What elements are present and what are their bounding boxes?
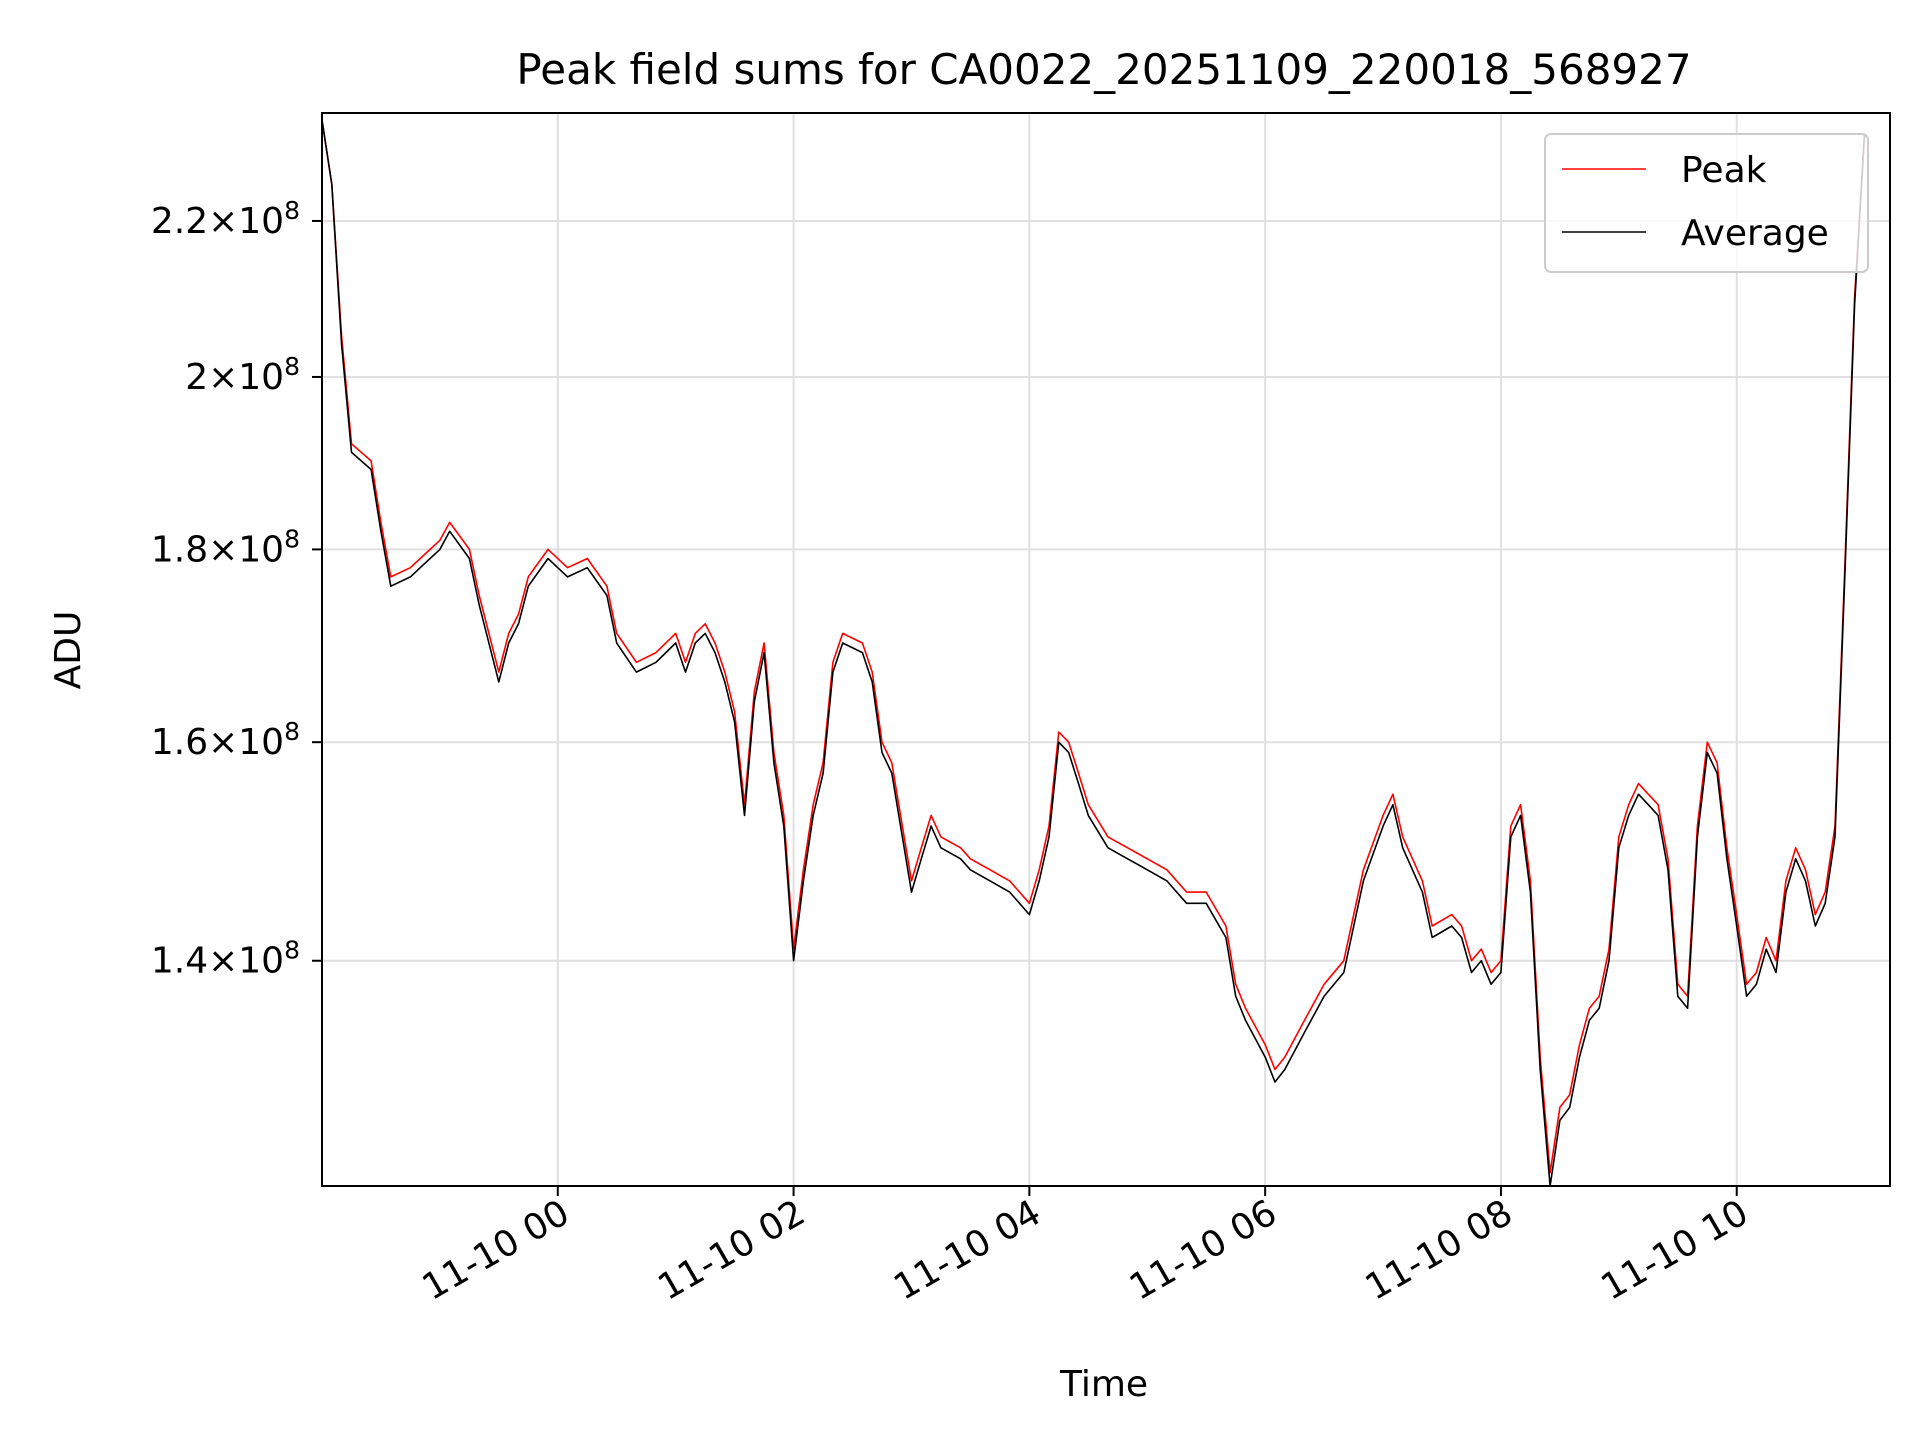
x-tick-label: 11-10 04 [887,1192,1048,1308]
series-line-average [321,119,1866,1187]
x-tick-label: 11-10 10 [1595,1192,1756,1308]
y-tick-label: 2×108 [185,351,300,398]
x-tick-label: 11-10 06 [1123,1192,1284,1308]
y-tick-label: 1.4×108 [151,935,300,982]
y-tick-label: 1.6×108 [151,717,300,764]
legend-label-peak: Peak [1681,150,1767,191]
grid-layer [322,113,1890,1186]
legend: Peak Average [1544,133,1869,273]
x-tick-label: 11-10 00 [416,1192,577,1308]
x-axis-label: Time [1059,1364,1148,1405]
x-axis: 11-10 00 11-10 02 11-10 04 11-10 06 11-10 08… [416,1186,1756,1309]
x-tick-label: 11-10 02 [651,1192,812,1308]
legend-label-average: Average [1681,213,1829,254]
series-layer [321,119,1866,1187]
y-tick-label: 1.8×108 [151,524,300,571]
plot-frame [321,112,1891,1187]
x-tick-label: 11-10 08 [1359,1192,1520,1308]
series-line-peak [321,119,1866,1174]
chart-title: Peak field sums for CA0022_20251109_2200… [516,45,1691,94]
y-axis: 1.4×108 1.6×108 1.8×108 2×108 2.2×108 [151,195,322,982]
y-tick-label: 2.2×108 [151,195,300,242]
y-axis-label: ADU [48,611,89,690]
